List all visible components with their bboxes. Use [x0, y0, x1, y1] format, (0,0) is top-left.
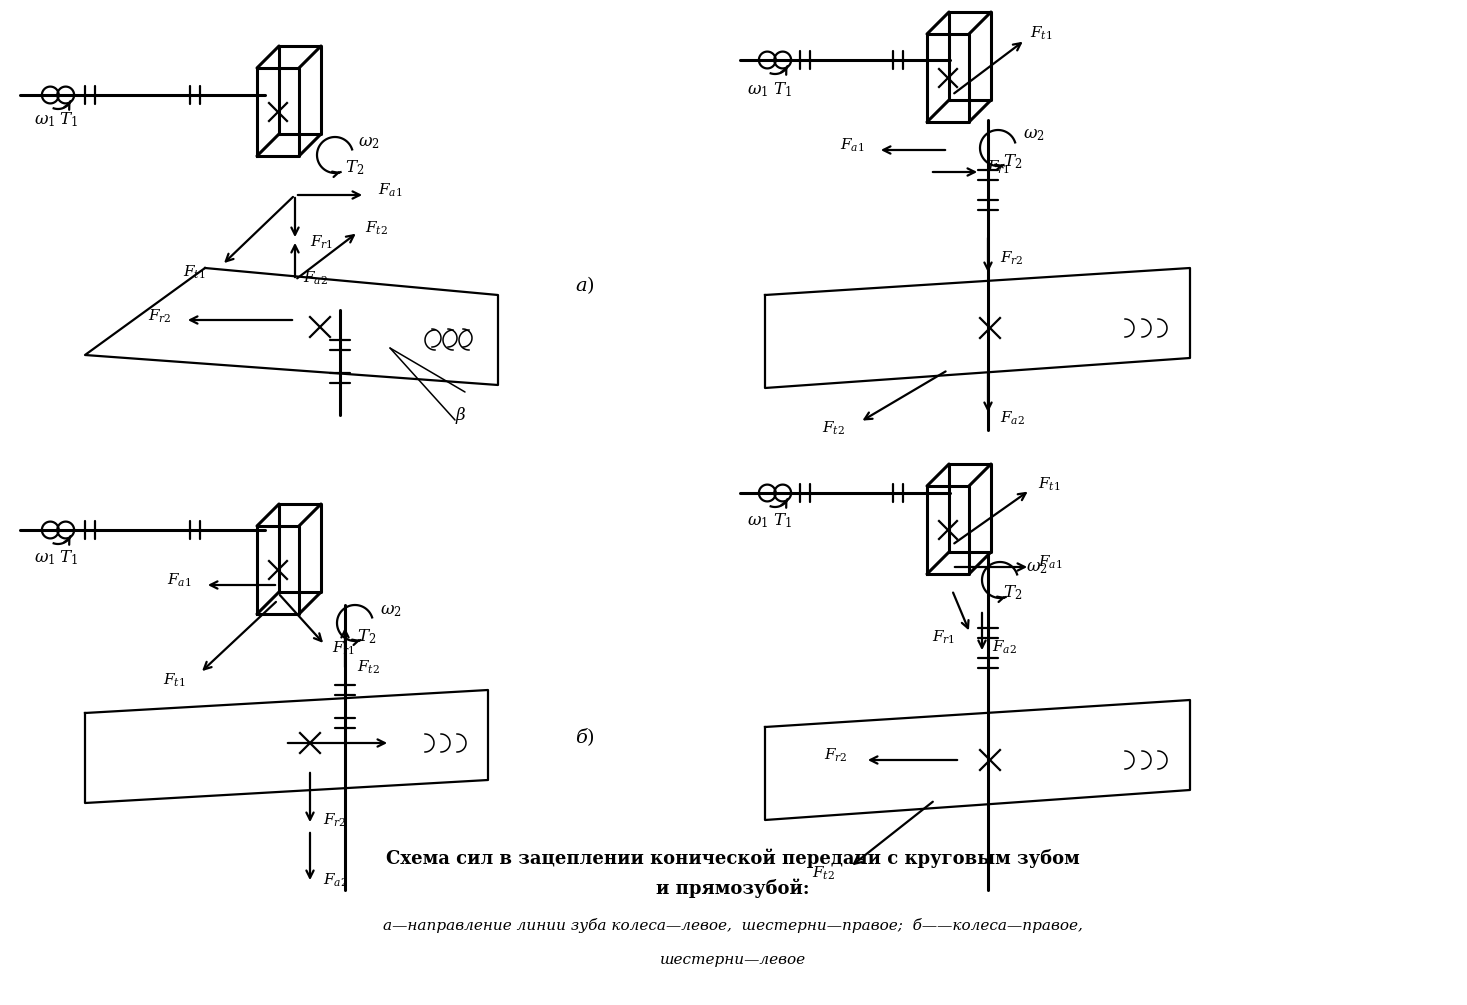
Text: $T_2$: $T_2$: [356, 628, 376, 646]
Text: $\omega_1$: $\omega_1$: [34, 550, 56, 567]
Text: $F_{t1}$: $F_{t1}$: [1030, 24, 1052, 41]
Text: $F_{r1}$: $F_{r1}$: [987, 159, 1011, 176]
Text: $F_{r2}$: $F_{r2}$: [824, 747, 848, 764]
Text: $F_{t2}$: $F_{t2}$: [356, 658, 380, 675]
Text: $T_1$: $T_1$: [773, 512, 791, 531]
Text: $F_{a1}$: $F_{a1}$: [378, 181, 402, 199]
Text: $T_1$: $T_1$: [59, 111, 78, 130]
Text: а—направление линии зуба колеса—левое,  шестерни—правое;  б——колеса—правое,: а—направление линии зуба колеса—левое, ш…: [383, 918, 1083, 933]
Text: $\omega_2$: $\omega_2$: [1022, 126, 1045, 143]
Text: $F_{t2}$: $F_{t2}$: [813, 864, 835, 881]
Text: шестерни—левое: шестерни—левое: [660, 953, 805, 967]
Text: $F_{t2}$: $F_{t2}$: [365, 219, 387, 237]
Text: $F_{a2}$: $F_{a2}$: [1000, 409, 1025, 427]
Text: $T_1$: $T_1$: [773, 80, 791, 99]
Text: $F_{a1}$: $F_{a1}$: [841, 137, 866, 154]
Text: $F_{t1}$: $F_{t1}$: [182, 263, 205, 280]
Text: $F_{r2}$: $F_{r2}$: [1000, 249, 1024, 266]
Text: $а)$: $а)$: [575, 274, 594, 295]
Text: $F_{r2}$: $F_{r2}$: [148, 308, 172, 325]
Text: $F_{a2}$: $F_{a2}$: [323, 871, 348, 888]
Text: $\omega_1$: $\omega_1$: [747, 513, 769, 530]
Text: $\omega_1$: $\omega_1$: [34, 112, 56, 129]
Text: $\omega_2$: $\omega_2$: [358, 134, 380, 151]
Text: $F_{a1}$: $F_{a1}$: [1039, 554, 1062, 571]
Text: $T_2$: $T_2$: [1003, 584, 1022, 602]
Text: $F_{t2}$: $F_{t2}$: [822, 419, 845, 437]
Text: $\omega_2$: $\omega_2$: [1025, 559, 1047, 576]
Text: $F_{r2}$: $F_{r2}$: [323, 811, 346, 829]
Text: $F_{r1}$: $F_{r1}$: [932, 628, 955, 645]
Text: $б)$: $б)$: [575, 726, 596, 748]
Text: $F_{a1}$: $F_{a1}$: [167, 571, 192, 589]
Text: $F_{r1}$: $F_{r1}$: [332, 639, 355, 656]
Text: $T_2$: $T_2$: [1003, 153, 1022, 171]
Text: $\omega_2$: $\omega_2$: [380, 602, 402, 618]
Text: $T_1$: $T_1$: [59, 549, 78, 568]
Text: $\beta$: $\beta$: [455, 404, 467, 425]
Text: Схема сил в зацеплении конической передачи с круговым зубом: Схема сил в зацеплении конической переда…: [386, 848, 1080, 867]
Text: $\omega_1$: $\omega_1$: [747, 81, 769, 98]
Text: $F_{r1}$: $F_{r1}$: [310, 233, 333, 250]
Text: $F_{a2}$: $F_{a2}$: [992, 638, 1017, 655]
Text: $F_{t1}$: $F_{t1}$: [1039, 475, 1061, 492]
Text: $F_{t1}$: $F_{t1}$: [163, 671, 185, 688]
Text: и прямозубой:: и прямозубой:: [656, 878, 810, 897]
Text: $T_2$: $T_2$: [345, 159, 364, 177]
Text: $F_{a2}$: $F_{a2}$: [304, 269, 329, 286]
